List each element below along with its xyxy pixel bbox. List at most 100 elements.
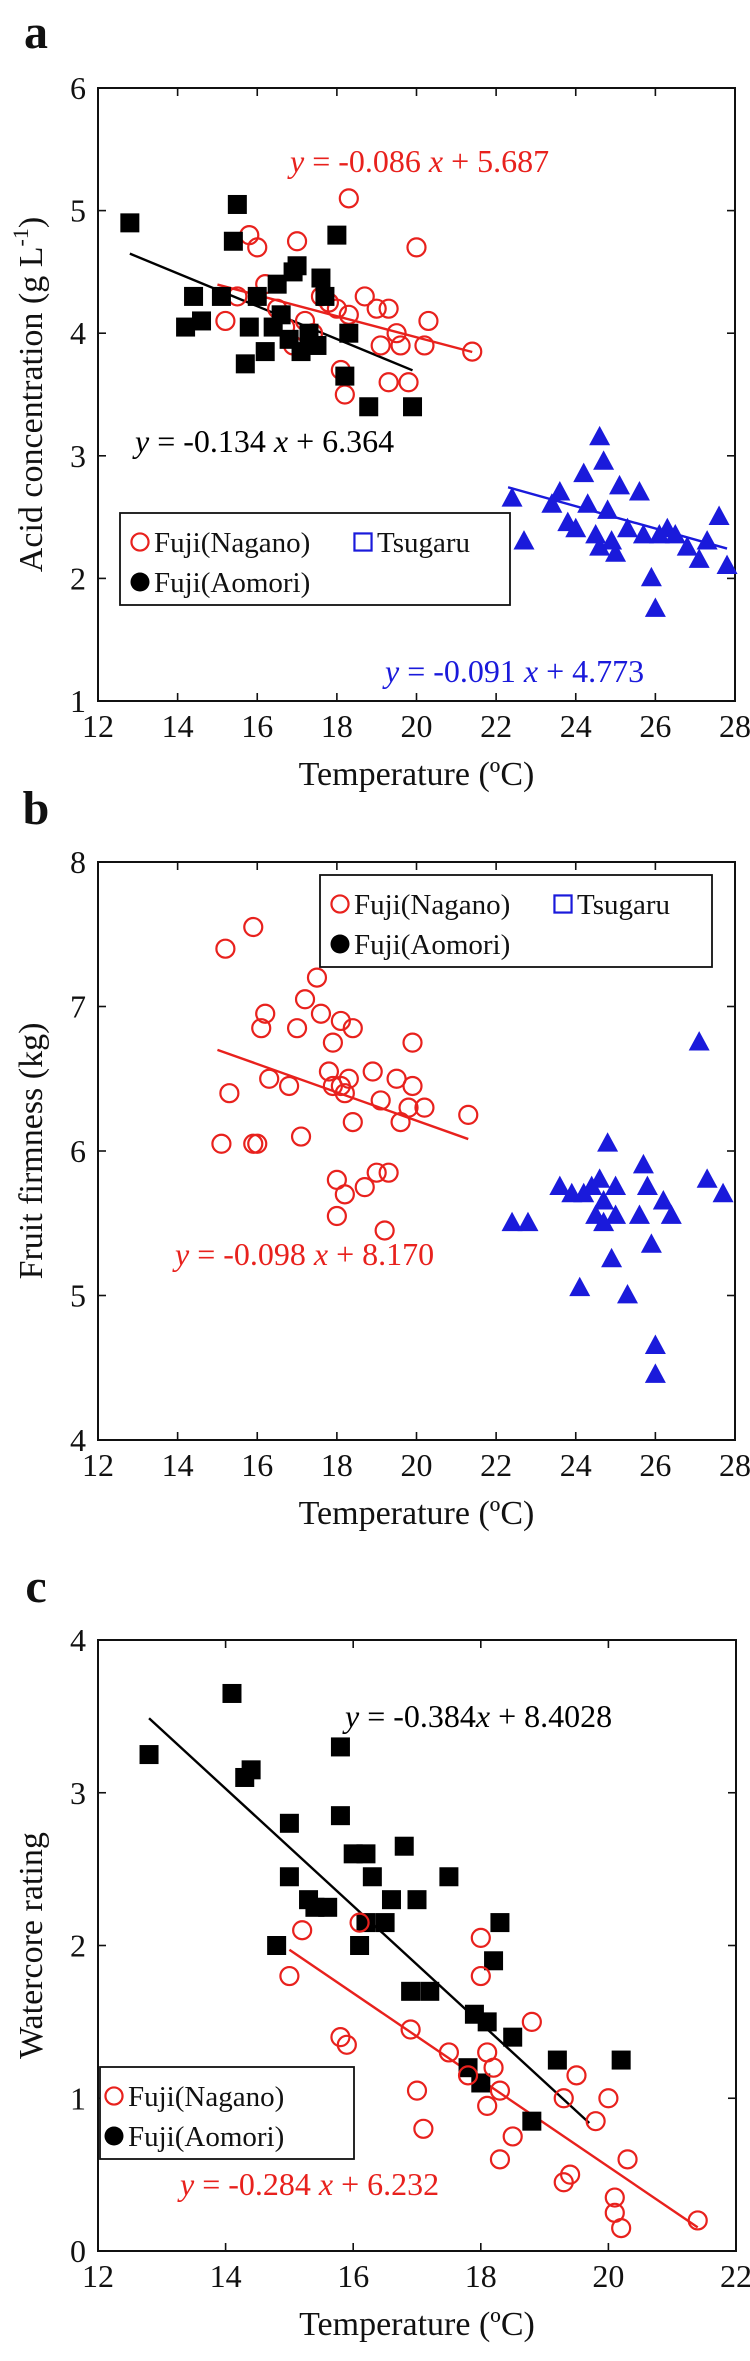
x-tick-label: 18	[321, 1447, 353, 1483]
series-tsugaru	[501, 425, 738, 617]
x-tick-label: 14	[210, 2258, 242, 2294]
y-tick-label: 6	[70, 1133, 86, 1169]
legend-box	[319, 874, 713, 968]
data-point	[311, 268, 331, 288]
data-point	[366, 1162, 387, 1183]
data-point	[477, 2012, 497, 2032]
data-point	[334, 1083, 355, 1104]
data-point	[490, 1913, 510, 1933]
y-axis-title: Acid concentration (g L-1)	[8, 217, 50, 572]
data-point	[652, 1190, 674, 1210]
data-point	[585, 523, 607, 544]
data-point	[484, 1951, 504, 1971]
data-point	[541, 493, 563, 513]
data-point	[294, 989, 316, 1010]
data-point	[176, 317, 196, 337]
data-point	[350, 1936, 370, 1955]
data-point	[330, 1806, 350, 1826]
data-point	[457, 2065, 479, 2086]
legend-label: Fuji(Aomori)	[154, 567, 310, 599]
data-point	[251, 1018, 272, 1039]
x-tick-label: 26	[639, 708, 671, 744]
data-point	[565, 517, 587, 538]
legend-label: Fuji(Nagano)	[354, 889, 510, 921]
legend-marker	[130, 572, 150, 592]
data-point	[356, 1844, 376, 1864]
data-point	[407, 1890, 427, 1910]
data-point	[549, 481, 571, 501]
y-tick-label: 3	[70, 438, 86, 474]
y-tick-label: 4	[70, 1422, 86, 1458]
data-point	[342, 1018, 363, 1039]
data-point	[470, 1965, 491, 1987]
data-point	[354, 286, 375, 307]
data-point	[597, 1132, 619, 1152]
legend-marker	[330, 894, 350, 914]
regression-equation: y = -0.091 x + 4.773	[382, 653, 644, 689]
data-point	[330, 1010, 351, 1032]
data-point	[306, 967, 328, 988]
data-point	[601, 530, 623, 550]
x-tick-label: 20	[401, 708, 433, 744]
data-point	[290, 1126, 312, 1147]
data-point	[318, 1897, 338, 1917]
data-point	[326, 1205, 347, 1227]
legend-label: Tsugaru	[577, 889, 670, 921]
y-axis-unit-exponent: -1	[8, 228, 33, 246]
data-point	[239, 317, 259, 337]
data-point	[458, 2058, 478, 2078]
data-point	[335, 366, 355, 386]
data-point	[522, 2111, 542, 2131]
data-point	[402, 1075, 423, 1097]
data-point	[400, 2019, 421, 2040]
data-point	[628, 481, 650, 501]
data-point	[259, 1068, 280, 1089]
y-tick-label: 4	[70, 315, 86, 351]
data-point	[458, 1104, 479, 1125]
data-point	[521, 2011, 542, 2032]
data-point	[439, 1867, 459, 1887]
data-point	[287, 256, 307, 276]
x-tick-label: 18	[465, 2258, 497, 2294]
data-point	[184, 286, 204, 306]
x-tick-label: 12	[82, 708, 114, 744]
data-point	[696, 1168, 718, 1188]
x-tick-label: 12	[82, 2258, 114, 2294]
data-point	[310, 1003, 332, 1024]
plot-frame	[97, 87, 736, 702]
data-point	[390, 335, 411, 356]
data-point	[593, 450, 615, 470]
data-point	[632, 523, 654, 544]
x-axis-title: Temperature (ºC)	[299, 2306, 535, 2343]
data-point	[349, 1912, 370, 1933]
data-point	[501, 1211, 523, 1232]
data-point	[585, 2111, 606, 2132]
data-point	[569, 1276, 591, 1297]
series-fuji-nagano-	[279, 1912, 708, 2239]
regression-equation: y = -0.384x + 8.4028	[342, 1698, 612, 1734]
data-point	[566, 2065, 587, 2086]
data-point	[378, 372, 399, 393]
data-point	[688, 548, 710, 568]
y-tick-label: 3	[70, 1775, 86, 1811]
data-point	[517, 1211, 539, 1232]
data-point	[403, 397, 423, 417]
data-point	[356, 1913, 376, 1933]
y-tick-label: 8	[70, 844, 86, 880]
data-point	[593, 1211, 615, 1232]
data-point	[398, 1097, 419, 1118]
x-tick-label: 28	[719, 708, 750, 744]
y-tick-label: 4	[70, 1622, 86, 1658]
data-point	[370, 335, 391, 356]
y-tick-label: 2	[70, 1928, 86, 1964]
data-point	[255, 342, 275, 362]
data-point	[247, 237, 268, 258]
x-tick-label: 22	[720, 2258, 750, 2294]
data-point	[644, 597, 666, 617]
data-point	[628, 1204, 650, 1224]
data-point	[211, 1133, 232, 1154]
data-point	[573, 462, 595, 483]
data-point	[362, 1867, 382, 1887]
data-point	[605, 1175, 627, 1195]
